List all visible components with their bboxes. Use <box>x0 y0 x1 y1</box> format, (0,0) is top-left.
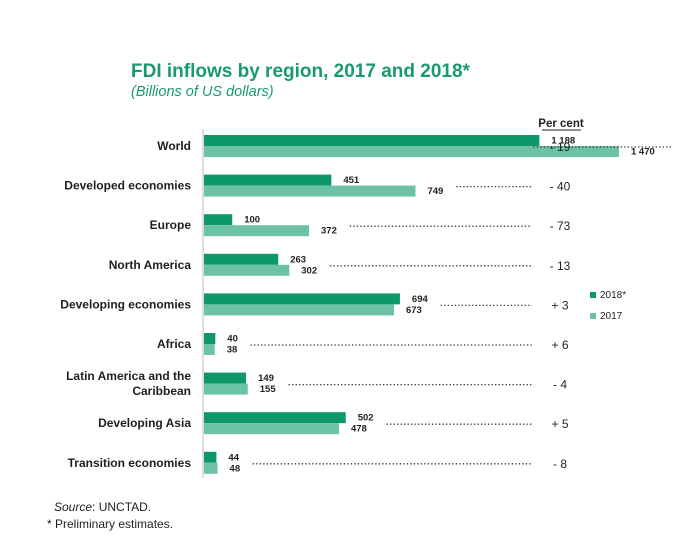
bar-world-2018 <box>204 135 540 146</box>
bar-developed-economies-2018 <box>204 174 332 186</box>
bar-north-america-2017 <box>204 264 290 276</box>
bar-north-america-2018 <box>204 253 279 265</box>
value-label-latin-america-and-the-caribbean-2017: 155 <box>260 384 277 395</box>
legend-label-2018: 2018* <box>600 290 626 301</box>
value-label-developing-asia-2017: 478 <box>351 424 367 435</box>
legend-swatch-2017 <box>590 313 596 319</box>
value-label-world-2017: 1 470 <box>631 147 655 158</box>
percent-change-europe: - 73 <box>550 219 571 233</box>
category-label-africa: Africa <box>157 337 191 351</box>
bar-latin-america-and-the-caribbean-2017 <box>204 383 248 395</box>
bar-africa-2018 <box>204 333 216 344</box>
chart-subtitle: (Billions of US dollars) <box>131 84 274 100</box>
chart-title: FDI inflows by region, 2017 and 2018* <box>131 61 471 82</box>
value-label-europe-2018: 100 <box>244 215 260 226</box>
percent-change-developed-economies: - 40 <box>550 180 571 194</box>
value-label-north-america-2017: 302 <box>301 265 317 276</box>
value-label-africa-2018: 40 <box>227 334 238 345</box>
category-label-developing-asia: Developing Asia <box>98 416 191 430</box>
value-label-developing-economies-2018: 694 <box>412 294 429 305</box>
bar-europe-2017 <box>204 225 310 237</box>
bar-latin-america-and-the-caribbean-2018 <box>204 372 247 384</box>
percent-header: Per cent <box>538 118 584 130</box>
category-label-europe: Europe <box>150 218 192 232</box>
percent-change-developing-economies: + 3 <box>551 298 568 312</box>
source-text: : UNCTAD. <box>92 500 151 514</box>
value-label-developing-economies-2017: 673 <box>406 305 422 316</box>
category-label-latin-america-and-the-caribbean-line2: Caribbean <box>132 384 191 398</box>
value-label-developing-asia-2018: 502 <box>358 413 374 424</box>
category-label-world: World <box>157 139 191 153</box>
legend-swatch-2018 <box>590 292 596 298</box>
percent-change-africa: + 6 <box>551 338 568 352</box>
value-label-world-2018: 1 188 <box>551 136 575 147</box>
bar-developing-asia-2018 <box>204 412 346 424</box>
value-label-africa-2017: 38 <box>227 345 238 356</box>
value-label-developed-economies-2017: 749 <box>427 186 443 197</box>
chart-rows: World 1 188 1 470 - 19 Developed economies 45… <box>60 135 671 474</box>
bar-world-2017 <box>204 146 619 157</box>
value-label-north-america-2018: 263 <box>290 254 306 265</box>
source-note: Source: UNCTAD. <box>54 500 151 514</box>
percent-change-latin-america-and-the-caribbean: - 4 <box>553 378 567 392</box>
category-label-north-america: North America <box>109 258 192 272</box>
value-label-developed-economies-2018: 451 <box>343 175 360 186</box>
value-label-latin-america-and-the-caribbean-2018: 149 <box>258 373 274 384</box>
legend: 2018* 2017 <box>590 290 626 322</box>
value-label-europe-2017: 372 <box>321 226 337 237</box>
category-label-latin-america-and-the-caribbean-line1: Latin America and the <box>66 369 191 383</box>
percent-change-transition-economies: - 8 <box>553 457 567 471</box>
bar-transition-economies-2017 <box>204 462 218 474</box>
source-label: Source <box>54 500 92 514</box>
bar-developing-economies-2017 <box>204 304 394 316</box>
bar-developing-economies-2018 <box>204 293 400 305</box>
value-label-transition-economies-2018: 44 <box>228 452 239 463</box>
bar-europe-2018 <box>204 214 233 226</box>
bar-developed-economies-2017 <box>204 185 416 197</box>
value-label-transition-economies-2017: 48 <box>230 463 241 474</box>
bar-africa-2017 <box>204 344 215 355</box>
bar-developing-asia-2017 <box>204 423 339 435</box>
percent-change-world: - 19 <box>550 140 571 154</box>
percent-change-north-america: - 13 <box>550 259 571 273</box>
category-label-developing-economies: Developing economies <box>60 297 191 311</box>
legend-label-2017: 2017 <box>600 311 623 322</box>
bar-transition-economies-2018 <box>204 451 217 463</box>
preliminary-note: * Preliminary estimates. <box>47 517 173 531</box>
category-label-transition-economies: Transition economies <box>68 456 192 470</box>
category-label-developed-economies: Developed economies <box>64 179 191 193</box>
percent-change-developing-asia: + 5 <box>551 417 568 431</box>
